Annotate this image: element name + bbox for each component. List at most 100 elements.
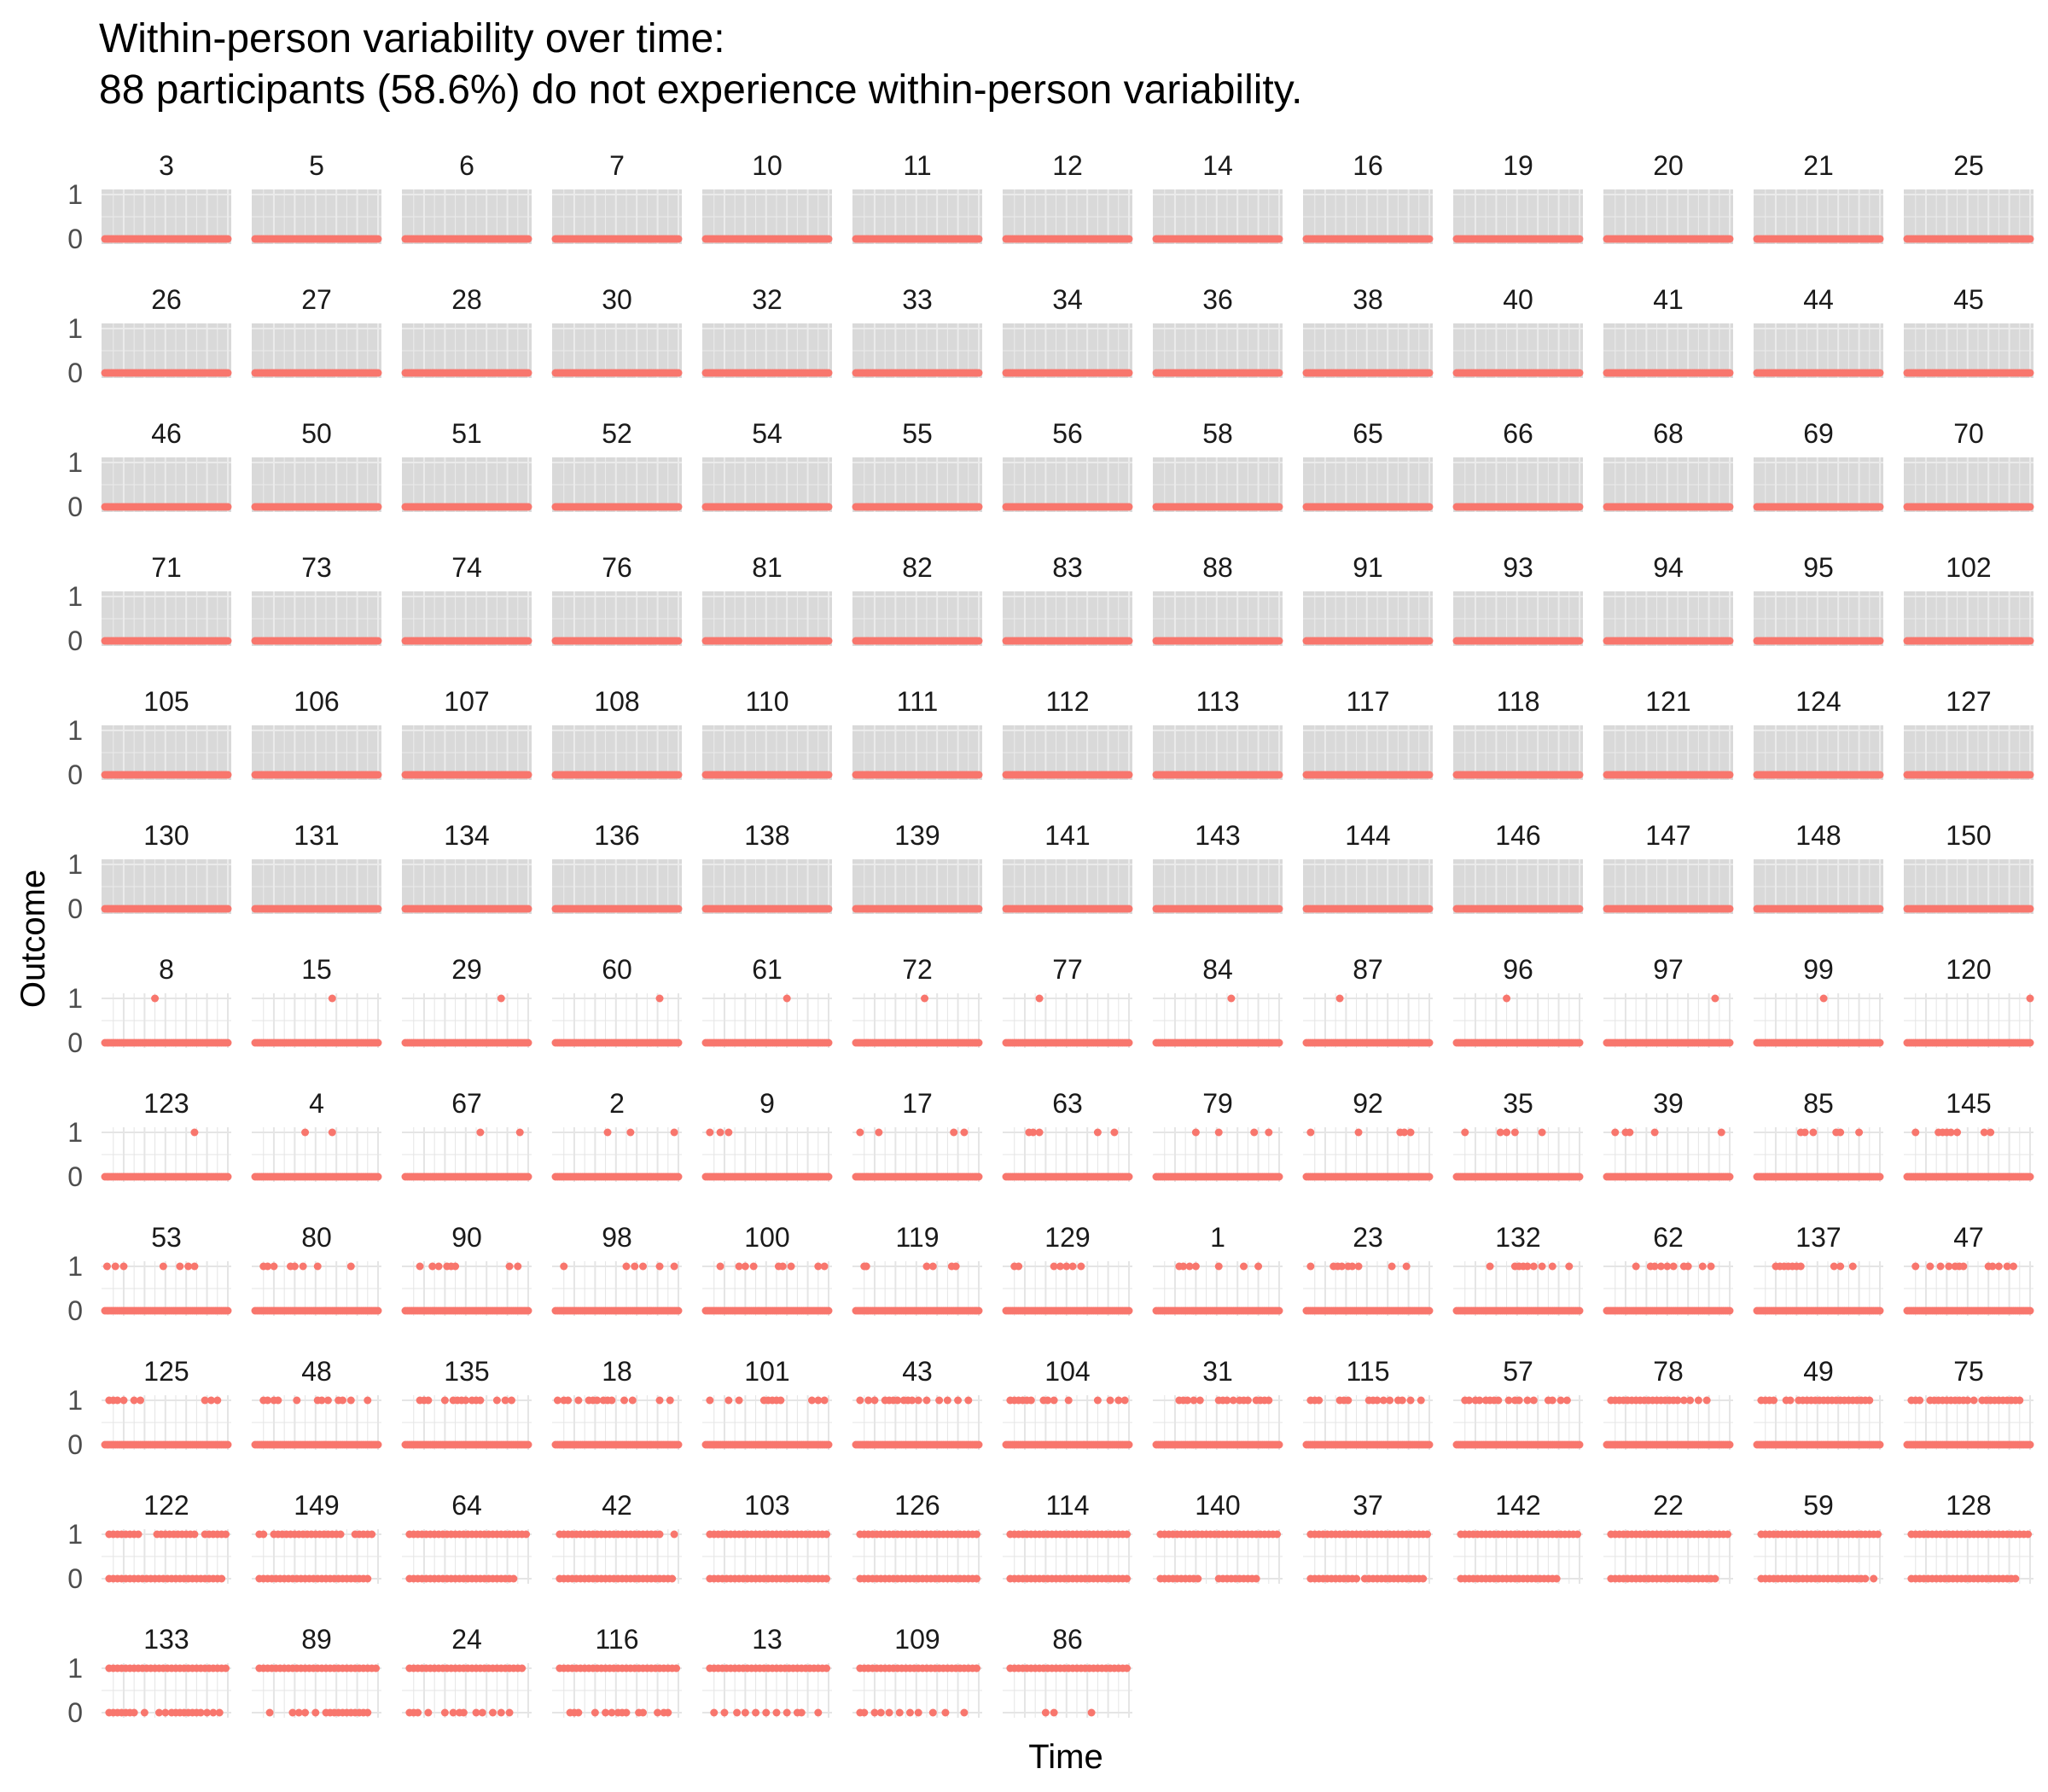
facet-label-82: 82	[902, 552, 933, 583]
facet-label-40: 40	[1503, 284, 1533, 315]
point-zero-32	[824, 369, 833, 377]
facet-label-94: 94	[1653, 552, 1684, 583]
facet-label-25: 25	[1953, 150, 1984, 181]
point-zero-117	[1425, 771, 1434, 779]
point-zero-19	[1575, 235, 1584, 243]
y-tick-label: 0	[67, 492, 83, 522]
point-zero-56	[1125, 503, 1133, 511]
point-zero-3	[224, 235, 232, 243]
point-zero-38	[1425, 369, 1434, 377]
facet-label-88: 88	[1202, 552, 1233, 583]
facet-label-69: 69	[1803, 418, 1834, 449]
point-zero-73	[374, 637, 382, 645]
facet-label-54: 54	[752, 418, 783, 449]
facet-label-108: 108	[594, 686, 639, 717]
facet-label-93: 93	[1503, 552, 1533, 583]
point-zero-52	[674, 503, 683, 511]
facet-label-124: 124	[1795, 686, 1841, 717]
facet-label-65: 65	[1353, 418, 1383, 449]
point-zero-107	[524, 771, 532, 779]
facet-label-12: 12	[1052, 150, 1083, 181]
facet-label-118: 118	[1496, 686, 1539, 717]
point-zero-121	[1725, 771, 1734, 779]
facet-label-112: 112	[1045, 686, 1089, 717]
facet-label-33: 33	[902, 284, 933, 315]
point-zero-7	[674, 235, 683, 243]
point-zero-65	[1425, 503, 1434, 511]
point-zero-16	[1425, 235, 1434, 243]
point-zero-50	[374, 503, 382, 511]
point-zero-26	[224, 369, 232, 377]
facet-label-106: 106	[294, 686, 339, 717]
facet-label-55: 55	[902, 418, 933, 449]
y-tick-label: 1	[67, 313, 83, 344]
facet-label-10: 10	[752, 150, 783, 181]
point-zero-5	[374, 235, 382, 243]
point-zero-71	[224, 637, 232, 645]
point-zero-14	[1275, 235, 1283, 243]
chart-subtitle: 88 participants (58.6%) do not experienc…	[99, 67, 1303, 113]
point-zero-25	[2026, 235, 2034, 243]
point-zero-21	[1876, 235, 1884, 243]
facet-label-105: 105	[143, 686, 189, 717]
facet-label-117: 117	[1346, 686, 1389, 717]
facet-label-81: 81	[752, 552, 783, 583]
facet-label-107: 107	[444, 686, 489, 717]
chart-title-line1: Within-person variability over time:	[99, 16, 725, 61]
point-zero-55	[975, 503, 983, 511]
y-tick-label: 1	[67, 581, 83, 612]
point-zero-27	[374, 369, 382, 377]
point-zero-82	[975, 637, 983, 645]
point-zero-102	[2026, 637, 2034, 645]
point-zero-58	[1275, 503, 1283, 511]
facet-label-6: 6	[459, 150, 474, 181]
facet-label-11: 11	[903, 150, 931, 181]
point-zero-70	[2026, 503, 2034, 511]
point-zero-118	[1575, 771, 1584, 779]
y-tick-label: 0	[67, 224, 83, 254]
point-zero-93	[1575, 637, 1584, 645]
facet-label-45: 45	[1953, 284, 1984, 315]
point-zero-6	[524, 235, 532, 243]
facet-label-111: 111	[897, 686, 939, 717]
point-zero-40	[1575, 369, 1584, 377]
point-zero-95	[1876, 637, 1884, 645]
point-zero-28	[524, 369, 532, 377]
point-zero-124	[1876, 771, 1884, 779]
facet-label-102: 102	[1946, 552, 1991, 583]
facet-label-46: 46	[151, 418, 182, 449]
point-zero-54	[824, 503, 833, 511]
facet-label-110: 110	[745, 686, 788, 717]
point-zero-106	[374, 771, 382, 779]
facet-label-74: 74	[451, 552, 482, 583]
y-tick-label: 1	[67, 715, 83, 746]
point-zero-66	[1575, 503, 1584, 511]
point-zero-34	[1125, 369, 1133, 377]
facet-label-127: 127	[1946, 686, 1991, 717]
point-zero-30	[674, 369, 683, 377]
point-zero-88	[1275, 637, 1283, 645]
point-zero-105	[224, 771, 232, 779]
point-zero-11	[975, 235, 983, 243]
chart-title: Within-person variability over time: 88 …	[99, 14, 1303, 116]
facet-label-70: 70	[1953, 418, 1984, 449]
facet-label-58: 58	[1202, 418, 1233, 449]
facet-label-41: 41	[1653, 284, 1684, 315]
facet-label-52: 52	[602, 418, 632, 449]
facet-label-20: 20	[1653, 150, 1684, 181]
y-tick-label: 0	[67, 759, 83, 790]
point-zero-81	[824, 637, 833, 645]
facet-label-121: 121	[1645, 686, 1690, 717]
facet-label-19: 19	[1503, 150, 1533, 181]
facet-label-113: 113	[1196, 686, 1239, 717]
point-zero-46	[224, 503, 232, 511]
facet-label-36: 36	[1202, 284, 1233, 315]
facet-label-83: 83	[1052, 552, 1083, 583]
facet-label-95: 95	[1803, 552, 1834, 583]
point-zero-20	[1725, 235, 1734, 243]
point-zero-91	[1425, 637, 1434, 645]
point-zero-69	[1876, 503, 1884, 511]
facet-label-66: 66	[1503, 418, 1533, 449]
facet-label-30: 30	[602, 284, 632, 315]
point-zero-68	[1725, 503, 1734, 511]
